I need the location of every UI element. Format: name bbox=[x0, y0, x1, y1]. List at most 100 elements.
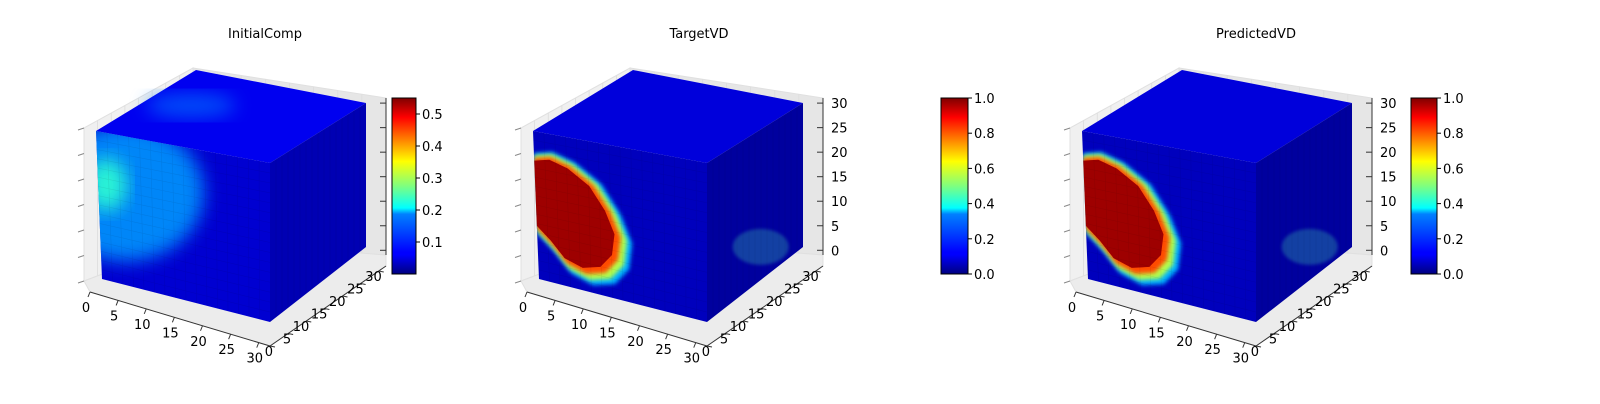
colorbar: 0.00.20.40.60.81.0 bbox=[1411, 92, 1464, 283]
left-tick bbox=[78, 281, 84, 283]
x-tick-label: 0 bbox=[519, 301, 527, 316]
blob-shadow bbox=[1282, 229, 1338, 265]
x-tick bbox=[257, 343, 259, 348]
x-tick bbox=[1243, 343, 1245, 348]
left-tick bbox=[1064, 256, 1070, 258]
x-tick bbox=[229, 334, 231, 339]
x-tick bbox=[638, 326, 640, 331]
left-tick bbox=[1064, 128, 1070, 130]
z-tick-label: 30 bbox=[1380, 97, 1397, 112]
y-tick-label: 0 bbox=[265, 345, 273, 360]
x-tick-label: 25 bbox=[218, 343, 235, 358]
colorbar-tick-label: 0.4 bbox=[1443, 198, 1464, 213]
x-tick-label: 10 bbox=[1120, 318, 1137, 333]
x-tick bbox=[525, 292, 527, 297]
z-tick-label: 25 bbox=[831, 122, 848, 137]
z-tick-label: 10 bbox=[831, 195, 848, 210]
z-tick-label: 30 bbox=[831, 97, 848, 112]
left-tick bbox=[78, 230, 84, 232]
y-tick-label: 10 bbox=[293, 320, 310, 335]
chart-title: PredictedVD bbox=[1216, 27, 1296, 42]
colorbar-tick-label: 0.2 bbox=[422, 204, 443, 219]
left-tick bbox=[515, 154, 521, 156]
z-tick-label: 5 bbox=[1380, 220, 1388, 235]
colorbar-tick-label: 0.5 bbox=[422, 108, 443, 123]
x-tick-label: 20 bbox=[1176, 335, 1193, 350]
x-tick bbox=[1074, 292, 1076, 297]
left-tick bbox=[515, 205, 521, 207]
y-tick-label: 0 bbox=[702, 345, 710, 360]
colorbar: 0.10.20.30.40.5 bbox=[392, 98, 443, 274]
y-tick-label: 0 bbox=[1251, 345, 1259, 360]
y-tick-label: 20 bbox=[329, 295, 346, 310]
x-tick bbox=[116, 300, 118, 305]
z-tick-label: 20 bbox=[831, 146, 848, 161]
left-tick bbox=[78, 154, 84, 156]
x-tick bbox=[694, 343, 696, 348]
y-tick-label: 25 bbox=[784, 283, 801, 298]
x-tick-label: 5 bbox=[547, 309, 555, 324]
colorbar-tick-label: 0.6 bbox=[974, 162, 995, 177]
x-tick-label: 15 bbox=[162, 326, 179, 341]
x-tick bbox=[553, 300, 555, 305]
x-tick bbox=[201, 326, 203, 331]
blob-shadow bbox=[733, 229, 789, 265]
x-tick bbox=[1102, 300, 1104, 305]
y-tick-label: 20 bbox=[766, 295, 783, 310]
x-tick-label: 5 bbox=[110, 309, 118, 324]
y-tick-label: 20 bbox=[1315, 295, 1332, 310]
x-tick bbox=[1187, 326, 1189, 331]
y-tick-label: 30 bbox=[365, 270, 382, 285]
y-tick-label: 5 bbox=[1269, 333, 1277, 348]
x-tick-label: 30 bbox=[246, 352, 263, 367]
colorbar-tick-label: 0.2 bbox=[1443, 233, 1464, 248]
colorbar-tick-label: 0.0 bbox=[974, 268, 995, 283]
y-tick-label: 5 bbox=[720, 333, 728, 348]
left-tick bbox=[1064, 179, 1070, 181]
colorbar-tick-label: 0.3 bbox=[422, 172, 443, 187]
colorbar: 0.00.20.40.60.81.0 bbox=[941, 92, 995, 283]
colorbar-tick-label: 0.4 bbox=[422, 140, 443, 155]
x-tick bbox=[581, 309, 583, 314]
left-tick bbox=[78, 128, 84, 130]
z-tick-label: 15 bbox=[831, 171, 848, 186]
left-tick bbox=[1064, 281, 1070, 283]
y-tick-label: 25 bbox=[1333, 283, 1350, 298]
x-tick-label: 15 bbox=[1148, 326, 1165, 341]
left-tick bbox=[1064, 205, 1070, 207]
z-tick-label: 25 bbox=[1380, 122, 1397, 137]
colorbar-tick-label: 1.0 bbox=[1443, 92, 1464, 107]
y-tick-label: 15 bbox=[748, 308, 765, 323]
x-tick bbox=[609, 317, 611, 322]
colorbar-tick-label: 1.0 bbox=[974, 92, 995, 107]
x-tick-label: 15 bbox=[599, 326, 616, 341]
x-tick-label: 0 bbox=[82, 301, 90, 316]
y-tick-label: 30 bbox=[802, 270, 819, 285]
x-tick-label: 5 bbox=[1096, 309, 1104, 324]
y-tick-label: 25 bbox=[347, 283, 364, 298]
left-tick bbox=[1064, 154, 1070, 156]
colorbar-gradient bbox=[392, 98, 416, 274]
colorbar-tick-label: 0.2 bbox=[974, 233, 995, 248]
z-tick-label: 20 bbox=[1380, 146, 1397, 161]
x-tick bbox=[172, 317, 174, 322]
z-tick-label: 0 bbox=[831, 244, 839, 259]
x-tick bbox=[88, 292, 90, 297]
x-tick-label: 30 bbox=[1232, 352, 1249, 367]
x-tick bbox=[1130, 309, 1132, 314]
colorbar-tick-label: 0.0 bbox=[1443, 268, 1464, 283]
x-tick bbox=[666, 334, 668, 339]
y-tick-label: 5 bbox=[283, 333, 291, 348]
left-tick bbox=[515, 256, 521, 258]
colorbar-tick-label: 0.6 bbox=[1443, 162, 1464, 177]
colorbar-gradient bbox=[941, 98, 968, 274]
x-tick bbox=[1158, 317, 1160, 322]
left-tick bbox=[1064, 230, 1070, 232]
x-tick bbox=[144, 309, 146, 314]
y-tick-label: 10 bbox=[730, 320, 747, 335]
z-tick-label: 15 bbox=[1380, 171, 1397, 186]
